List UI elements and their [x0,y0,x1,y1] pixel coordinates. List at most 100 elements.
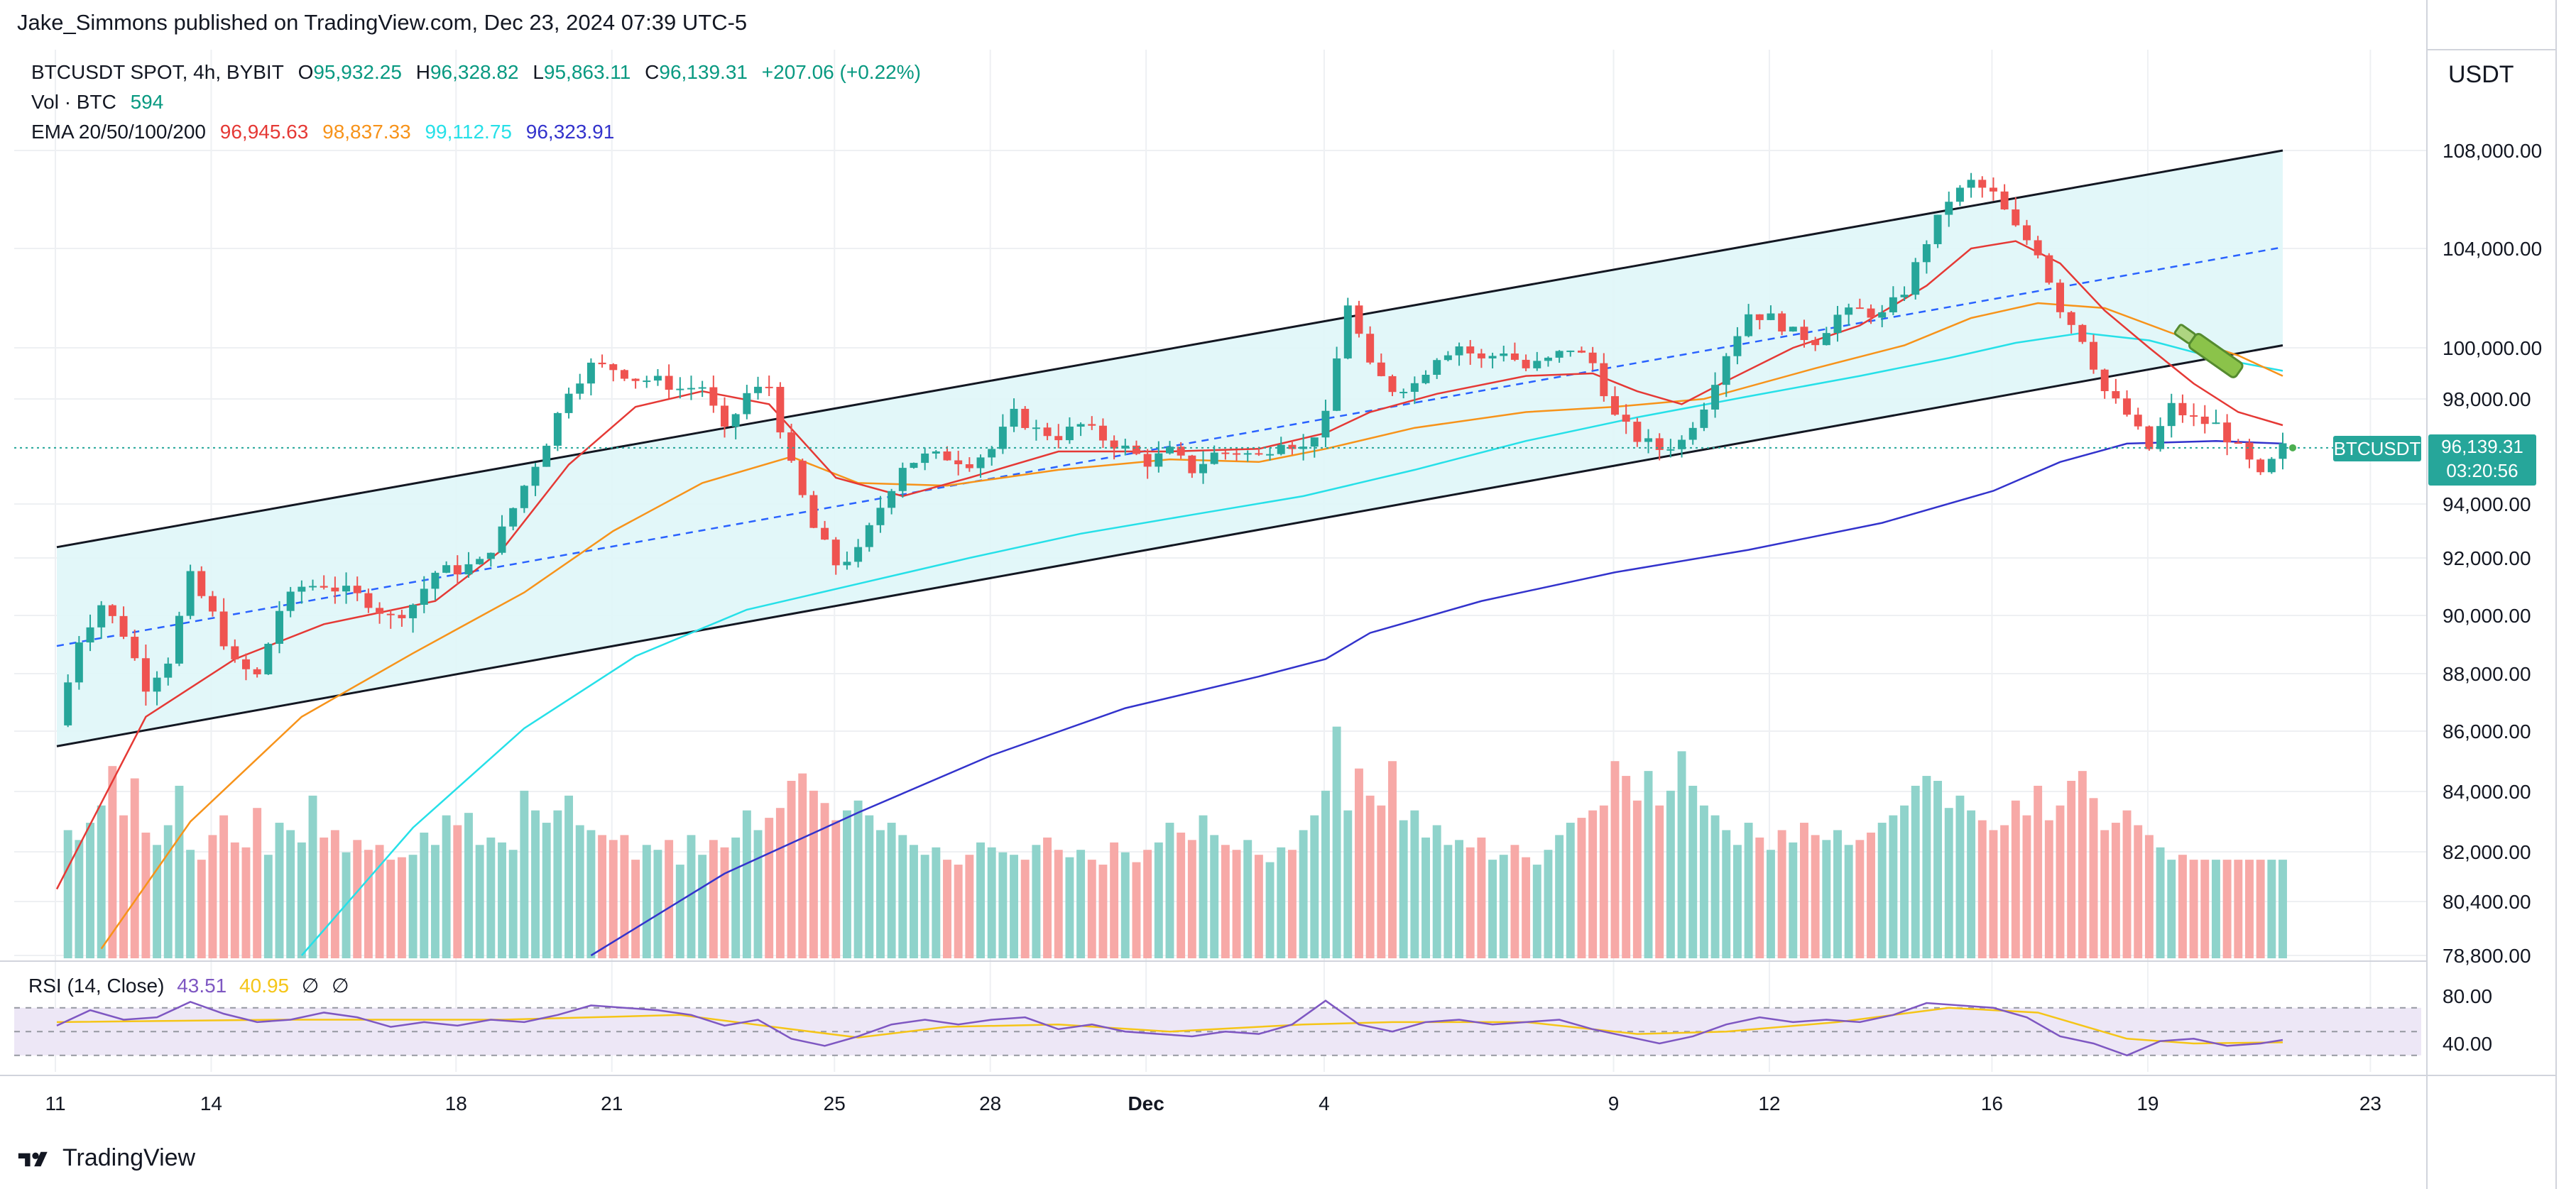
candle-body [1755,314,1764,320]
candle [687,376,695,400]
volume-bar [1889,815,1898,958]
candle-body [631,378,640,381]
volume-bar [1844,845,1853,958]
time-tick-label: 28 [979,1092,1001,1114]
candle-body [309,586,317,588]
candle [453,555,462,585]
ruler-tool [2173,324,2244,378]
candle-body [1700,409,1708,428]
candle [353,576,361,601]
rsi-label[interactable]: RSI (14, Close) [28,975,165,997]
volume-bar [520,790,529,958]
candle [1243,450,1252,462]
candle [1989,177,1997,201]
candle-body [2045,255,2053,283]
candle-body [1032,427,1040,429]
candle [376,602,384,624]
candle-body [1210,452,1218,464]
candle [988,446,996,466]
candle [2078,324,2087,344]
candle-body [1967,180,1975,188]
candle-body [1288,444,1297,449]
candle [743,385,751,420]
volume-bar [308,795,317,958]
tradingview-brand[interactable]: TradingView [16,1144,195,1172]
candle-body [998,427,1007,449]
candle [75,635,83,690]
volume-bar [1132,862,1141,958]
candle-body [1522,359,1530,368]
time-tick-label: 23 [2359,1092,2381,1114]
candle-body [241,659,250,669]
candle-body [954,460,963,464]
candle-body [1421,374,1430,383]
ema-label[interactable]: EMA 20/50/100/200 [31,121,206,143]
ema200-line [590,439,2283,957]
candle-body [676,388,684,390]
candle-body [2067,312,2075,325]
volume-bar [2067,781,2076,958]
volume-bar [119,815,129,958]
candle-body [2112,391,2120,399]
volume-bar [2234,860,2243,958]
candle [1755,314,1764,329]
candle-body [153,677,161,692]
candle [331,576,339,604]
candle-body [553,412,562,446]
candle-body [1088,424,1096,426]
candle-body [2134,415,2142,427]
currency-label[interactable]: USDT [2448,61,2514,88]
candle [932,450,940,459]
candle [520,485,528,513]
volume-bar [2078,771,2087,958]
candle-body [1399,391,1408,393]
axes: 108,000.00 104,000.00 100,000.00 98,000.00 9… [45,0,2557,1189]
candle [2123,390,2132,417]
candle [1633,417,1642,447]
candle-body [2156,426,2165,449]
candle [1588,346,1597,371]
candle-body [386,613,395,615]
candle-body [1143,454,1152,467]
candle [542,443,551,467]
candle-body [687,388,695,390]
candle-body [1510,354,1519,360]
volume-bar [1477,837,1486,958]
candle [286,586,295,618]
symbol-title[interactable]: BTCUSDT SPOT, 4h, BYBIT [31,61,284,83]
candle-body [1177,446,1185,456]
candle-body [1600,363,1608,397]
volume-label[interactable]: Vol · BTC [31,91,116,113]
candle-body [854,547,863,562]
low-label: L [533,61,544,83]
volume-bar [1310,815,1319,958]
volume-bar [453,825,462,958]
candle-body [1166,446,1174,454]
volume-bar [2156,847,2165,958]
candle [320,575,328,590]
volume-bar [1388,761,1397,958]
candle-body [164,663,173,678]
volume-bar [330,830,339,958]
volume-bar [1499,855,1508,958]
volume-bar [2122,810,2132,958]
high-value: 96,328.82 [430,61,519,83]
candle [965,457,973,472]
volume-bar [1911,785,1920,958]
time-tick-label: Dec [1128,1092,1164,1114]
candle-body [932,451,940,454]
volume-bars [63,726,2287,958]
candle [264,642,273,675]
candle [1321,400,1330,448]
volume-bar [219,815,229,958]
volume-bar [1032,845,1041,958]
volume-bar [1065,857,1074,958]
candle [1166,441,1174,455]
candle [598,354,606,368]
candle [2090,334,2098,374]
volume-bar [442,815,451,958]
volume-bar [742,810,751,958]
candle-body [2123,398,2132,415]
candle [888,488,896,515]
